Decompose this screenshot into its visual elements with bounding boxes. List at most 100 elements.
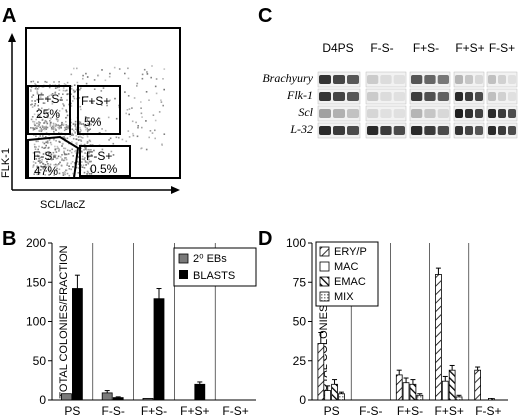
scatter-dot xyxy=(41,119,44,121)
scatter-dot xyxy=(99,132,101,134)
gel-band xyxy=(455,92,463,101)
scatter-dot xyxy=(160,99,162,101)
scatter-dot xyxy=(81,161,83,163)
gel-band xyxy=(380,126,392,135)
gel-band xyxy=(367,75,379,84)
scatter-dot xyxy=(40,130,43,133)
scatter-dot xyxy=(67,127,70,130)
scatter-dot xyxy=(45,125,47,128)
scatter-dot xyxy=(76,142,78,144)
scatter-dot xyxy=(90,154,93,156)
gel-band xyxy=(437,92,449,101)
scatter-dot xyxy=(45,136,47,138)
scatter-dot xyxy=(71,161,74,163)
scatter-dot xyxy=(39,156,41,159)
scatter-dot xyxy=(34,146,36,148)
scatter-dot xyxy=(73,97,76,100)
scatter-dot xyxy=(36,98,39,101)
scatter-dot xyxy=(88,152,90,155)
scatter-dot xyxy=(143,68,146,71)
x-tick-label: F+S+ xyxy=(180,404,209,417)
scatter-dot xyxy=(44,113,46,115)
gel-band xyxy=(455,109,463,118)
scatter-dot xyxy=(58,172,61,175)
scatter-dot xyxy=(32,129,35,131)
scatter-dot xyxy=(80,150,83,153)
bar xyxy=(112,397,124,401)
scatter-dot xyxy=(44,151,47,154)
scatter-dot xyxy=(107,116,110,119)
lane-label: F-S+ xyxy=(489,41,515,55)
scatter-dot xyxy=(163,133,166,135)
scatter-dot xyxy=(90,123,92,126)
scatter-dot xyxy=(43,102,46,104)
scatter-dot xyxy=(37,81,39,83)
scatter-dot xyxy=(128,136,131,138)
bar xyxy=(416,394,424,401)
gel-band xyxy=(411,92,423,101)
scatter-dot xyxy=(84,124,87,127)
scatter-dot xyxy=(52,158,54,160)
scatter-dot xyxy=(35,86,37,89)
scatter-dot xyxy=(154,129,156,132)
scatter-dot xyxy=(87,148,90,151)
scatter-dot xyxy=(54,87,57,89)
scatter-dot xyxy=(93,88,96,90)
scatter-dot xyxy=(56,86,59,89)
panel-c: C D4PS F-S- F+S- F+S+ F-S+ Brachyury Flk-1 Scl… xyxy=(258,5,518,139)
scatter-dot xyxy=(59,161,61,164)
scatter-dot xyxy=(34,148,37,150)
scatter-dot xyxy=(104,129,107,132)
scatter-dot xyxy=(63,129,66,132)
gel-band xyxy=(508,92,516,101)
scatter-dot xyxy=(32,128,35,130)
scatter-dot xyxy=(132,132,134,135)
scatter-dot xyxy=(150,76,152,79)
scatter-dot xyxy=(89,120,91,122)
scatter-dot xyxy=(81,137,84,139)
scatter-dot xyxy=(46,81,48,83)
scatter-dot xyxy=(34,124,36,127)
scatter-dot xyxy=(86,141,89,143)
scatter-dot xyxy=(42,102,45,104)
scatter-dot xyxy=(83,143,86,146)
scatter-dot xyxy=(75,135,78,137)
gel-band xyxy=(367,109,379,118)
scatter-dot xyxy=(61,123,63,126)
scatter-dot xyxy=(86,155,88,157)
scatter-dot xyxy=(68,174,71,177)
scatter-dot xyxy=(43,122,45,124)
scatter-dot xyxy=(40,128,43,130)
scatter-dot xyxy=(69,149,71,152)
gel-band xyxy=(347,126,359,135)
gel-band xyxy=(424,75,436,84)
scatter-dot xyxy=(49,122,52,124)
scatter-dot xyxy=(70,168,73,171)
scatter-dot xyxy=(64,153,66,156)
gene-labels: Brachyury Flk-1 Scl L-32 xyxy=(262,71,313,136)
gel-band xyxy=(411,75,423,84)
scatter-dot xyxy=(40,161,43,163)
scatter-dot xyxy=(55,165,58,167)
scatter-dot xyxy=(49,165,51,168)
bar-chart-b: 0 50 100 150 200 PS F-S- F+S- F+S+ F-S+ xyxy=(26,236,256,417)
scatter-dot xyxy=(79,121,82,124)
scatter-dot xyxy=(140,107,142,109)
scatter-dot xyxy=(78,131,81,134)
gel-blot xyxy=(317,71,518,139)
scatter-dot xyxy=(62,93,64,95)
scatter-dot xyxy=(68,165,70,167)
scatter-dot xyxy=(35,140,38,143)
scatter-dot xyxy=(50,94,53,96)
scatter-dot xyxy=(52,126,55,128)
scatter-dot xyxy=(48,146,50,149)
scatter-dot xyxy=(163,88,165,91)
scatter-dot xyxy=(155,78,158,80)
scatter-dot xyxy=(85,149,88,151)
scatter-dot xyxy=(62,89,65,92)
scatter-dot xyxy=(72,95,75,98)
x-tick-label: F-S- xyxy=(359,404,382,417)
scatter-dot xyxy=(52,151,55,154)
scatter-dot xyxy=(31,116,34,118)
scatter-dot xyxy=(83,167,86,169)
